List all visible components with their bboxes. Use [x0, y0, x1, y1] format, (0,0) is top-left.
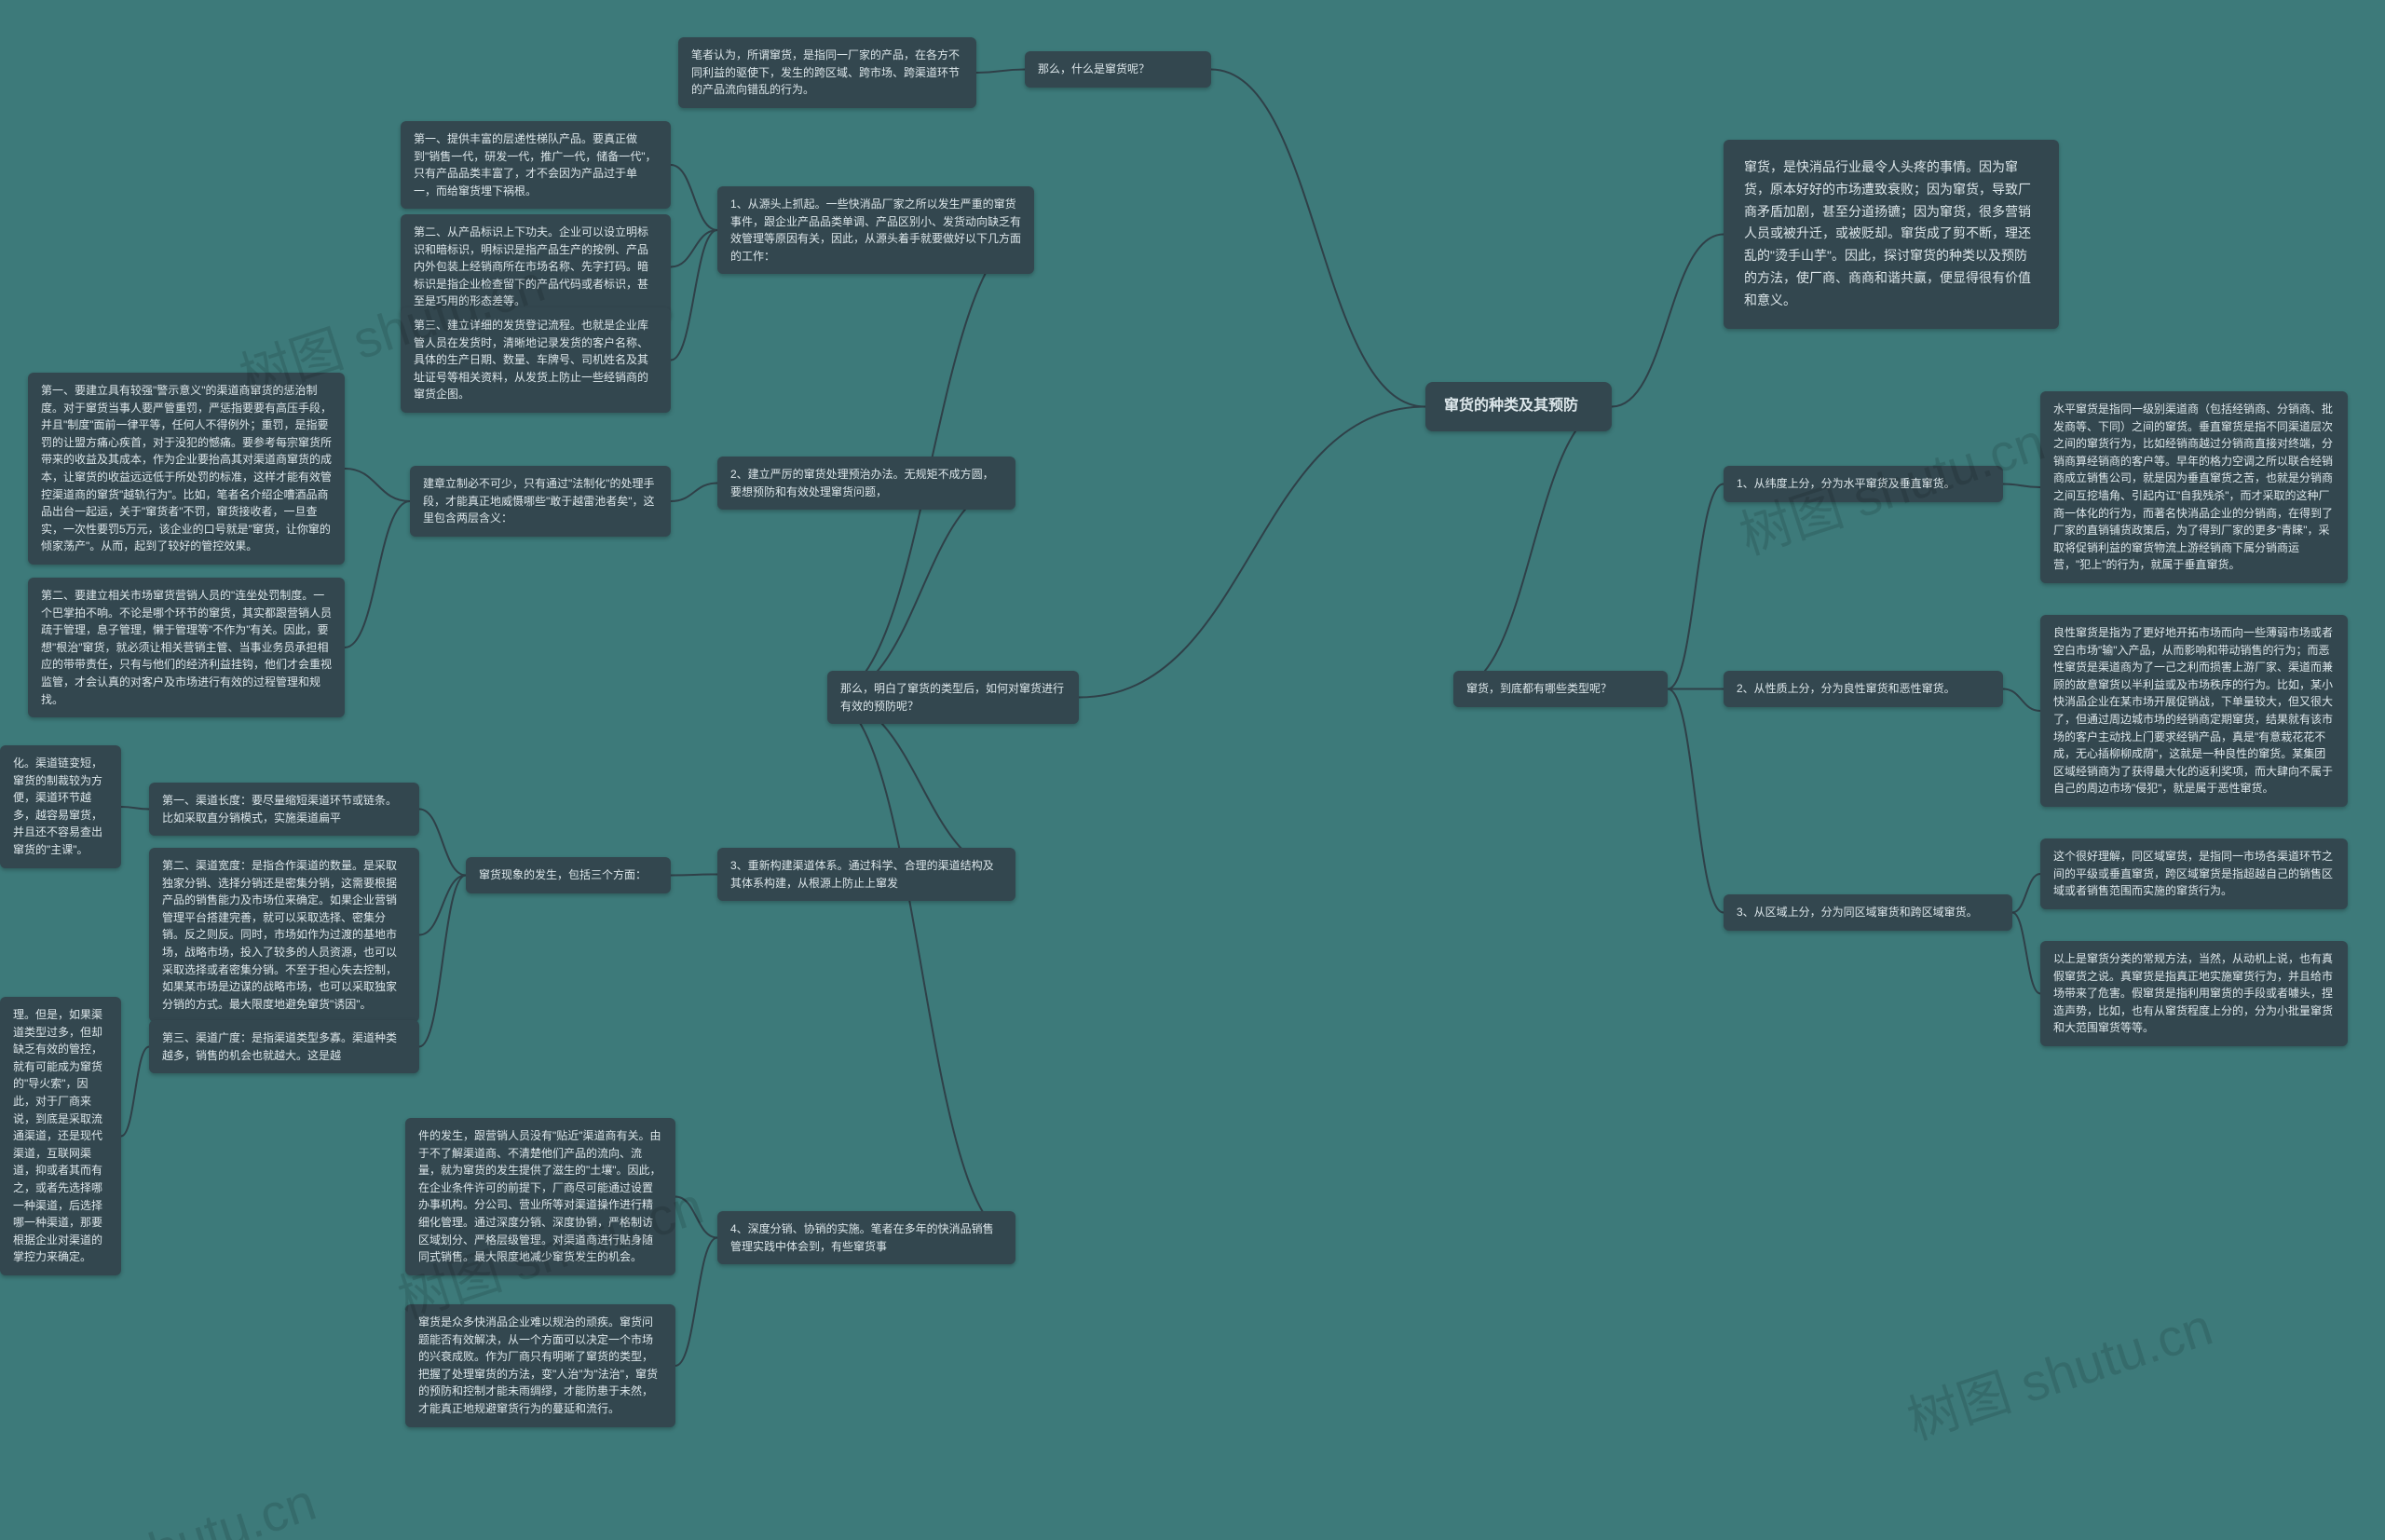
node-p3c2: 理。但是，如果渠道类型过多，但却缺乏有效的管控，就有可能成为窜货的"导火索"，因…: [0, 997, 121, 1275]
node-p4b: 窜货是众多快消品企业难以规治的顽疾。窜货问题能否有效解决，从一个方面可以决定一个…: [405, 1304, 675, 1427]
node-p3c: 第三、渠道广度：是指渠道类型多寡。渠道种类越多，销售的机会也就越大。这是越: [149, 1020, 419, 1073]
node-d2a: 良性窜货是指为了更好地开拓市场而向一些薄弱市场或者空白市场"输"入产品，从而影响…: [2040, 615, 2348, 807]
node-p3a2: 化。渠道链变短，窜货的制裁较为方便，渠道环节越多，越容易窜货，并且还不容易查出窜…: [0, 745, 121, 868]
node-p1b: 第二、从产品标识上下功夫。企业可以设立明标识和暗标识，明标识是指产品生产的按例、…: [401, 214, 671, 320]
node-root: 窜货的种类及其预防: [1425, 382, 1612, 431]
node-p2: 2、建立严厉的窜货处理预治办法。无规矩不成方圆，要想预防和有效处理窜货问题，: [717, 457, 1015, 510]
node-p1c: 第三、建立详细的发货登记流程。也就是企业库管人员在发货时，清晰地记录发货的客户名…: [401, 307, 671, 413]
node-q1a: 笔者认为，所谓窜货，是指同一厂家的产品，在各方不同利益的驱使下，发生的跨区域、跨…: [678, 37, 976, 108]
node-p2a: 第一、要建立具有较强"警示意义"的渠道商窜货的惩治制度。对于窜货当事人要严管重罚…: [28, 373, 345, 565]
node-d2: 2、从性质上分，分为良性窜货和恶性窜货。: [1724, 671, 2003, 707]
node-p1a: 第一、提供丰富的层递性梯队产品。要真正做到"销售一代，研发一代，推广一代，储备一…: [401, 121, 671, 209]
node-q3: 那么，明白了窜货的类型后，如何对窜货进行有效的预防呢？: [827, 671, 1079, 724]
node-d1a: 水平窜货是指同一级别渠道商（包括经销商、分销商、批发商等、下同）之间的窜货。垂直…: [2040, 391, 2348, 583]
node-q2: 窜货，到底都有哪些类型呢？: [1453, 671, 1668, 707]
node-d3a: 这个很好理解，同区域窜货，是指同一市场各渠道环节之间的平级或垂直窜货，跨区域窜货…: [2040, 838, 2348, 909]
node-intro: 窜货，是快消品行业最令人头疼的事情。因为窜货，原本好好的市场遭致衰败；因为窜货，…: [1724, 140, 2059, 329]
node-p2x: 建章立制必不可少，只有通过"法制化"的处理手段，才能真正地威慑哪些"敢于越雷池者…: [410, 466, 671, 537]
node-d3: 3、从区域上分，分为同区域窜货和跨区域窜货。: [1724, 894, 2012, 931]
node-p1: 1、从源头上抓起。一些快消品厂家之所以发生严重的窜货事件，跟企业产品品类单调、产…: [717, 186, 1034, 274]
node-p3b: 第二、渠道宽度：是指合作渠道的数量。是采取独家分销、选择分销还是密集分销，这需要…: [149, 848, 419, 1022]
node-p3a: 第一、渠道长度：要尽量缩短渠道环节或链条。比如采取直分销模式，实施渠道扁平: [149, 783, 419, 836]
node-q1: 那么，什么是窜货呢？: [1025, 51, 1211, 88]
node-d1: 1、从纬度上分，分为水平窜货及垂直窜货。: [1724, 466, 2003, 502]
node-p4a: 件的发生，跟营销人员没有"贴近"渠道商有关。由于不了解渠道商、不清楚他们产品的流…: [405, 1118, 675, 1275]
node-p4: 4、深度分销、协销的实施。笔者在多年的快消品销售管理实践中体会到，有些窜货事: [717, 1211, 1015, 1264]
node-d3b: 以上是窜货分类的常规方法，当然，从动机上说，也有真假窜货之说。真窜货是指真正地实…: [2040, 941, 2348, 1046]
node-p3x: 窜货现象的发生，包括三个方面：: [466, 857, 671, 893]
node-p3: 3、重新构建渠道体系。通过科学、合理的渠道结构及其体系构建，从根源上防止上窜发: [717, 848, 1015, 901]
node-p2b: 第二、要建立相关市场窜货营销人员的"连坐处罚制度。一个巴掌拍不响。不论是哪个环节…: [28, 578, 345, 717]
